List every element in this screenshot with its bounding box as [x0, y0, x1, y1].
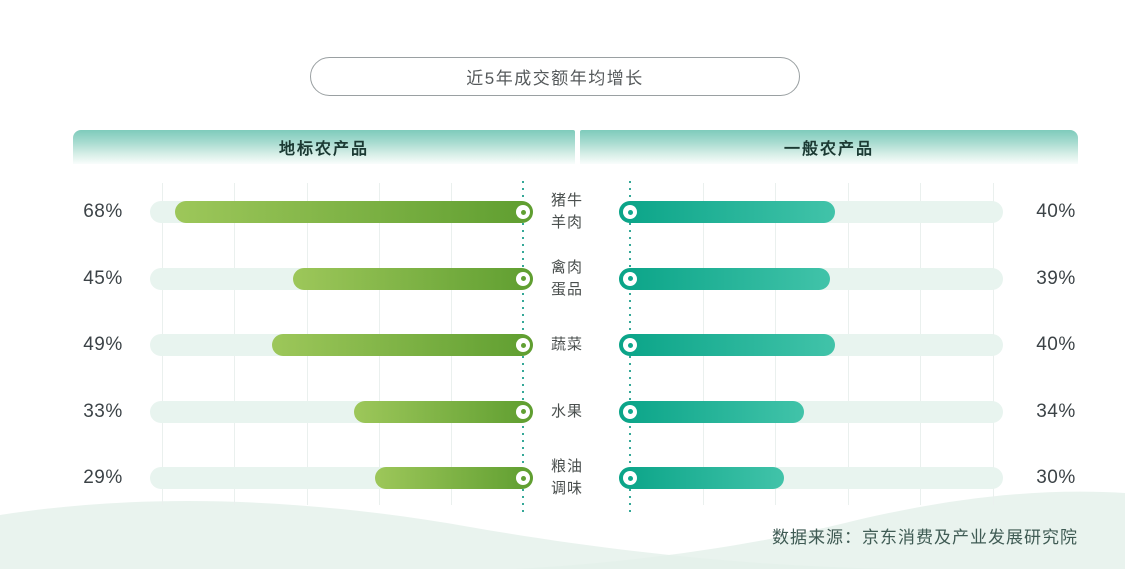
left-bar: [354, 400, 533, 423]
right-bar: [619, 334, 835, 356]
left-bar-endpoint-marker: [516, 271, 530, 286]
right-value-label: 30%: [1036, 467, 1076, 488]
left-bar-endpoint-marker: [516, 205, 530, 219]
wave-left-icon: [0, 501, 900, 569]
header-right-general-products: 一般农产品: [580, 130, 1078, 164]
background-wave-decoration: [0, 491, 1125, 569]
category-label: 水果: [550, 402, 583, 420]
right-bar-startpoint-marker: [623, 338, 637, 352]
right-bar: [619, 267, 830, 290]
right-value-label: 40%: [1036, 201, 1076, 222]
left-value-label: 29%: [83, 467, 123, 488]
right-bar: [619, 467, 784, 489]
left-value-label: 68%: [83, 201, 123, 222]
data-source-note: 数据来源：京东消费及产业发展研究院: [772, 528, 1078, 547]
wave-right-icon: [515, 491, 1125, 569]
right-value-label: 39%: [1036, 267, 1076, 289]
right-value-label: 40%: [1036, 334, 1076, 355]
category-label: 蔬菜: [550, 336, 583, 353]
header-left-geo-products: 地标农产品: [73, 130, 575, 164]
category-label: 禽肉 蛋品: [550, 258, 583, 298]
left-value-label: 33%: [83, 400, 123, 422]
right-bar-startpoint-marker: [623, 404, 637, 419]
category-label: 猪牛 羊肉: [550, 192, 583, 231]
right-bar: [619, 201, 835, 223]
right-bar-startpoint-marker: [623, 205, 637, 219]
left-bar-endpoint-marker: [516, 471, 530, 485]
left-bar: [374, 467, 533, 489]
right-bar-startpoint-marker: [623, 471, 637, 485]
left-value-label: 45%: [83, 267, 123, 289]
left-bar: [292, 267, 533, 290]
right-bar: [619, 400, 805, 423]
left-bar: [272, 334, 533, 356]
left-bar-endpoint-marker: [516, 338, 530, 352]
right-bar-startpoint-marker: [623, 271, 637, 286]
chart-title: 近5年成交额年均增长: [310, 57, 800, 96]
left-value-label: 49%: [83, 334, 123, 355]
left-bar: [174, 201, 533, 223]
right-value-label: 34%: [1036, 400, 1076, 422]
left-bar-endpoint-marker: [516, 404, 530, 419]
category-label: 粮油 调味: [550, 458, 583, 497]
